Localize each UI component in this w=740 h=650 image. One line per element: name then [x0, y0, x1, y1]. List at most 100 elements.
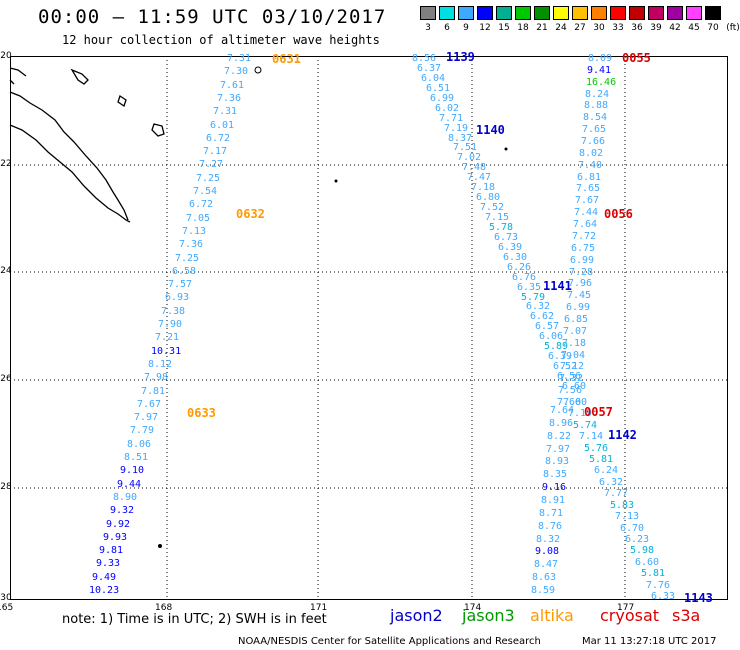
swh-observation: 7.36 [217, 93, 242, 104]
swh-observation: 6.06 [539, 331, 564, 342]
latitude-tick-label: -20 [0, 51, 12, 61]
swh-observation: 6.62 [530, 311, 555, 322]
latitude-tick-label: -22 [0, 159, 12, 169]
scale-label: 24 [555, 23, 567, 33]
swh-observation: 6.30 [503, 252, 528, 263]
swh-observation: 6.99 [566, 302, 591, 313]
swh-observation: 7.61 [220, 80, 245, 91]
swh-observation: 6.01 [210, 120, 235, 131]
swh-observation: 5.89 [544, 341, 569, 352]
scale-label: 18 [517, 23, 529, 33]
swh-observation: 9.92 [106, 519, 131, 530]
swh-observation: 8.56 [412, 53, 437, 64]
map-title: 00:00 – 11:59 UTC 03/10/2017 [38, 6, 387, 28]
scale-unit: (ft) [726, 23, 740, 33]
swh-observation: 7.52 [480, 202, 505, 213]
swh-observation: 7.36 [179, 239, 204, 250]
swh-observation: 8.54 [583, 112, 608, 123]
swh-observation: 8.76 [538, 521, 563, 532]
swh-observation: 6.26 [507, 262, 532, 273]
swh-observation: 5.98 [630, 545, 655, 556]
swh-observation: 8.47 [534, 559, 559, 570]
scale-swatch [477, 6, 493, 20]
scale-swatch [667, 6, 683, 20]
swh-observation: 8.90 [113, 492, 138, 503]
scale-swatch [686, 6, 702, 20]
pass-time-label: 1140 [476, 123, 505, 137]
swh-observation: 7.76 [646, 580, 671, 591]
scale-swatch [705, 6, 721, 20]
legend-cryosat: cryosat [600, 606, 660, 625]
swh-observation: 7.90 [158, 319, 183, 330]
swh-observation: 7.57 [168, 279, 193, 290]
swh-observation: 9.16 [542, 482, 567, 493]
swh-observation: 7.97 [546, 444, 571, 455]
pass-time-label: 0056 [604, 207, 633, 221]
swh-observation: 7.31 [227, 53, 252, 64]
swh-observation: 7.13 [615, 511, 640, 522]
swh-observation: 9.08 [535, 546, 560, 557]
swh-observation: 5.76 [584, 443, 609, 454]
swh-observation: 6.93 [165, 292, 190, 303]
scale-label: 33 [612, 23, 624, 33]
swh-observation: 7.27 [199, 159, 224, 170]
swh-observation: 7.04 [561, 350, 586, 361]
pass-time-label: 1142 [608, 428, 637, 442]
swh-observation: 6.60 [635, 557, 660, 568]
swh-observation: 9.44 [117, 479, 142, 490]
scale-swatch [572, 6, 588, 20]
swh-observation: 6.58 [172, 266, 197, 277]
swh-observation: 5.74 [573, 420, 598, 431]
longitude-tick-label: 171 [310, 603, 328, 613]
swh-observation: 7.60 [557, 397, 582, 408]
swh-observation: 8.06 [127, 439, 152, 450]
swh-observation: 8.22 [547, 431, 572, 442]
latitude-tick-label: -28 [0, 482, 12, 492]
swh-observation: 6.76 [512, 272, 537, 283]
swh-observation: 7.13 [182, 226, 207, 237]
longitude-tick-label: 177 [617, 603, 635, 613]
swh-observation: 8.37 [448, 133, 473, 144]
credit-line: NOAA/NESDIS Center for Satellite Applica… [238, 636, 541, 647]
swh-observation: 7.14 [579, 431, 604, 442]
swh-observation: 6.02 [435, 103, 460, 114]
swh-observation: 7.28 [569, 267, 594, 278]
pass-time-label: 1141 [543, 279, 572, 293]
longitude-tick-label: 168 [155, 603, 173, 613]
swh-observation: 8.96 [549, 418, 574, 429]
legend-jason2: jason2 [390, 606, 443, 625]
swh-observation: 6.04 [421, 73, 446, 84]
scale-swatch [420, 6, 436, 20]
swh-observation: 7.15 [485, 212, 510, 223]
swh-observation: 6.81 [577, 172, 602, 183]
coastline-new-caledonia [9, 67, 131, 223]
latitude-tick-label: -30 [0, 593, 12, 603]
longitude-tick-label: 174 [464, 603, 482, 613]
latitude-tick-label: -26 [0, 374, 12, 384]
swh-observation: 9.49 [92, 572, 117, 583]
swh-observation: 10.31 [151, 346, 182, 357]
swh-observation: 7.40 [578, 160, 603, 171]
swh-observation: 7.79 [130, 425, 155, 436]
scale-swatch [439, 6, 455, 20]
scale-label: 42 [669, 23, 681, 33]
swh-observation: 8.88 [584, 100, 609, 111]
gridlines [10, 56, 728, 600]
swh-observation: 8.63 [532, 572, 557, 583]
swh-observation: 6.39 [548, 351, 573, 362]
swh-observation: 7.19 [568, 408, 593, 419]
swh-observation: 6.51 [426, 83, 451, 94]
swh-observation: 8.71 [539, 508, 564, 519]
latitude-tick-label: -24 [0, 266, 12, 276]
swh-observation: 7.38 [161, 306, 186, 317]
swh-observation: 7.77 [604, 488, 629, 499]
swh-observation: 6.72 [206, 133, 231, 144]
scale-label: 6 [444, 23, 450, 33]
swh-observation: 7.47 [467, 172, 492, 183]
swh-observation: 6.73 [494, 232, 519, 243]
swh-observation: 6.99 [430, 93, 455, 104]
swh-observation: 5.83 [610, 500, 635, 511]
swh-observation: 8.02 [579, 148, 604, 159]
swh-observation: 7.81 [141, 386, 166, 397]
